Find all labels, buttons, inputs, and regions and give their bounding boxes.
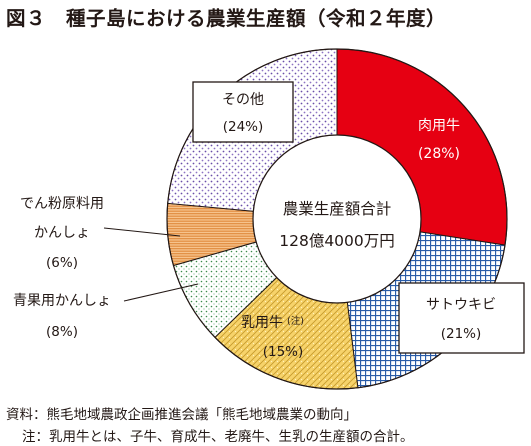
slice-label-starch-sweet-potato-line1: でん粉原料用 xyxy=(20,196,104,212)
slice-pct-other: (24%) xyxy=(223,119,264,135)
slice-pct-beef-cattle: (28%) xyxy=(418,146,460,162)
leader-table-sweet-potato xyxy=(123,283,199,302)
slice-pct-starch-sweet-potato: (6%) xyxy=(46,255,78,271)
slice-pct-table-sweet-potato: (8%) xyxy=(46,324,78,340)
donut-hole xyxy=(252,134,422,304)
donut-outer-ring xyxy=(166,48,508,390)
footnote: 注：乳用牛とは、子牛、育成牛、老廃牛、生乳の生産額の合計。 xyxy=(22,429,414,445)
center-label: 農業生産額合計 xyxy=(283,200,392,218)
label-box-other xyxy=(192,81,294,143)
slice-label-sugarcane: サトウキビ xyxy=(426,297,496,313)
slice-label-starch-sweet-potato-line2: かんしょ xyxy=(34,225,90,241)
slice-pct-dairy-cattle: (15%) xyxy=(263,344,304,360)
slice-pct-sugarcane: (21%) xyxy=(441,326,482,342)
source-note: 資料：熊毛地域農政企画推進会議「熊毛地域農業の動向」 xyxy=(6,407,357,423)
slice-label-beef-cattle: 肉用牛 xyxy=(418,118,460,134)
label-box-sugarcane xyxy=(398,282,525,354)
leader-starch-sweet-potato xyxy=(103,227,181,237)
slice-note-dairy-cattle: (注) xyxy=(287,315,304,327)
slice-label-other: その他 xyxy=(222,92,264,108)
slice-label-table-sweet-potato: 青果用かんしょ xyxy=(13,293,111,309)
slice-label-dairy-cattle: 乳用牛 xyxy=(241,315,283,331)
center-value: 128億4000万円 xyxy=(279,232,395,250)
chart-title: 図３ 種子島における農業生産額（令和２年度） xyxy=(6,7,447,30)
